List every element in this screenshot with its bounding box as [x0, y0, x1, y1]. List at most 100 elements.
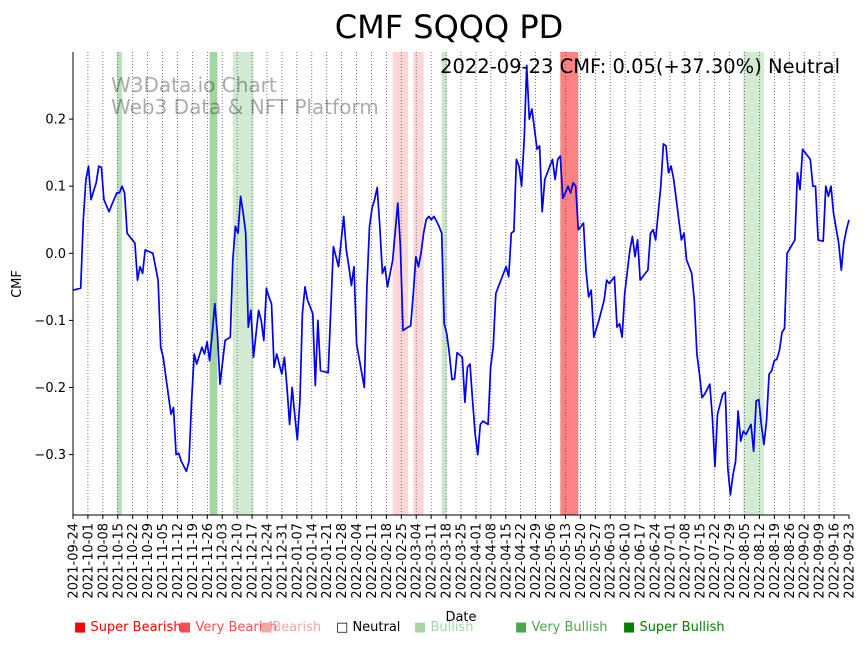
region-bearish-3 [392, 52, 409, 515]
legend-super-bullish: ■ Super Bullish [623, 620, 725, 635]
y-tick-label-0: −0.3 [34, 448, 66, 463]
y-tick-label-5: 0.2 [45, 113, 66, 128]
legend-swatch-very-bearish: ■ [179, 620, 192, 635]
x-tick-label-52: 2022-09-23 [843, 523, 858, 599]
y-tick-label-4: 0.1 [45, 180, 66, 195]
legend-label-bullish: Bullish [430, 620, 474, 635]
x-tick-label-43: 2022-07-22 [708, 523, 723, 599]
x-tick-label-42: 2022-07-15 [693, 523, 708, 599]
x-tick-label-33: 2022-05-13 [559, 523, 574, 599]
y-ticks: −0.3 −0.2 −0.1 0.0 0.1 0.2 [34, 113, 73, 463]
x-tick-label-32: 2022-05-06 [544, 523, 559, 599]
legend-label-bearish: Bearish [272, 620, 322, 635]
x-tick-label-20: 2022-02-11 [365, 523, 380, 599]
x-tick-label-49: 2022-09-02 [798, 523, 813, 599]
legend-swatch-neutral: □ [336, 620, 349, 635]
x-tick-label-29: 2022-04-15 [499, 523, 514, 599]
x-tick-label-21: 2022-02-18 [380, 523, 395, 599]
x-tick-label-39: 2022-06-24 [649, 523, 664, 599]
x-tick-label-2: 2021-10-08 [96, 523, 111, 599]
x-tick-label-36: 2022-06-03 [604, 523, 619, 599]
x-tick-label-4: 2021-10-22 [126, 523, 141, 599]
x-tick-label-45: 2022-08-05 [738, 523, 753, 599]
x-tick-label-40: 2022-07-01 [663, 523, 678, 599]
legend-very-bearish: ■ Very Bearish [179, 620, 277, 635]
legend-swatch-very-bullish: ■ [515, 620, 528, 635]
region-bullish-2 [232, 52, 254, 515]
legend-label-super-bearish: Super Bearish [90, 620, 182, 635]
x-tick-label-23: 2022-03-04 [410, 523, 425, 599]
legend-neutral: □ Neutral [336, 620, 400, 635]
region-bullish-0 [116, 52, 122, 515]
x-tick-label-27: 2022-04-01 [469, 523, 484, 599]
legend-swatch-bullish: ■ [414, 620, 427, 635]
y-tick-label-1: −0.2 [34, 381, 66, 396]
x-tick-label-24: 2022-03-11 [425, 523, 440, 599]
x-tick-label-25: 2022-03-18 [440, 523, 455, 599]
legend-bullish: ■ Bullish [414, 620, 473, 635]
region-bullish-5 [441, 52, 447, 515]
x-tick-label-34: 2022-05-20 [574, 523, 589, 599]
region-very-bearish-6 [560, 52, 579, 515]
x-tick-label-19: 2022-02-04 [350, 523, 365, 599]
x-tick-label-35: 2022-05-27 [589, 523, 604, 599]
x-tick-label-7: 2021-11-12 [171, 523, 186, 599]
sentiment-regions [116, 52, 764, 515]
x-tick-label-16: 2022-01-14 [305, 523, 320, 599]
x-tick-label-41: 2022-07-08 [678, 523, 693, 599]
region-very-bullish-1 [209, 52, 218, 515]
legend-label-very-bullish: Very Bullish [531, 620, 608, 635]
y-axis-label: CMF [10, 270, 25, 298]
x-tick-label-15: 2022-01-07 [290, 523, 305, 599]
y-tick-label-2: −0.1 [34, 314, 66, 329]
x-tick-label-12: 2021-12-17 [246, 523, 261, 599]
x-tick-label-48: 2022-08-26 [783, 523, 798, 599]
legend-very-bullish: ■ Very Bullish [515, 620, 608, 635]
x-tick-label-47: 2022-08-19 [768, 523, 783, 599]
chart-title: CMF SQQQ PD [335, 8, 564, 46]
x-ticks: 2021-09-24 2021-10-01 2021-10-08 2021-10-15… [67, 515, 858, 599]
x-tick-label-5: 2021-10-29 [141, 523, 156, 599]
x-tick-label-9: 2021-11-26 [201, 523, 216, 599]
x-tick-label-6: 2021-11-05 [156, 523, 171, 599]
x-tick-label-10: 2021-12-03 [216, 523, 231, 599]
x-tick-label-22: 2022-02-25 [395, 523, 410, 599]
x-tick-label-18: 2022-01-28 [335, 523, 350, 599]
legend-label-very-bearish: Very Bearish [195, 620, 278, 635]
x-tick-label-11: 2021-12-10 [231, 523, 246, 599]
x-tick-label-46: 2022-08-12 [753, 523, 768, 599]
legend-swatch-super-bullish: ■ [623, 620, 636, 635]
legend-swatch-super-bearish: ■ [74, 620, 87, 635]
x-tick-label-37: 2022-06-10 [619, 523, 634, 599]
x-tick-label-3: 2021-10-15 [111, 523, 126, 599]
x-tick-label-50: 2022-09-09 [813, 523, 828, 599]
legend-bearish: ■Bearish [260, 620, 321, 635]
x-tick-label-8: 2021-11-19 [186, 523, 201, 599]
annotation: 2022-09-23 CMF: 0.05(+37.30%) Neutral [440, 55, 840, 78]
x-tick-label-0: 2021-09-24 [67, 523, 82, 599]
x-tick-label-28: 2022-04-08 [484, 523, 499, 599]
vertical-gridlines [87, 52, 835, 515]
x-tick-label-14: 2021-12-31 [275, 523, 290, 599]
y-tick-label-3: 0.0 [45, 247, 66, 262]
x-tick-label-38: 2022-06-17 [634, 523, 649, 599]
legend-label-neutral: Neutral [352, 620, 401, 635]
x-tick-label-51: 2022-09-16 [828, 523, 843, 599]
watermark: W3Data.io Chart Web3 Data & NFT Platform [111, 73, 379, 119]
x-axis-label: Date [445, 610, 476, 625]
legend-super-bearish: ■ Super Bearish [74, 620, 182, 635]
region-bearish-4 [413, 52, 424, 515]
watermark-line-2: Web3 Data & NFT Platform [111, 95, 379, 119]
x-tick-label-26: 2022-03-25 [455, 523, 470, 599]
watermark-line-1: W3Data.io Chart [111, 73, 277, 97]
x-tick-label-17: 2022-01-21 [320, 523, 335, 599]
x-tick-label-30: 2022-04-22 [514, 523, 529, 599]
cmf-series-line [72, 64, 850, 496]
x-tick-label-31: 2022-04-29 [529, 523, 544, 599]
legend-swatch-bearish: ■ [260, 620, 273, 635]
x-tick-label-13: 2021-12-24 [261, 523, 276, 599]
legend-label-super-bullish: Super Bullish [639, 620, 725, 635]
x-tick-label-1: 2021-10-01 [81, 523, 96, 599]
x-tick-label-44: 2022-07-29 [723, 523, 738, 599]
